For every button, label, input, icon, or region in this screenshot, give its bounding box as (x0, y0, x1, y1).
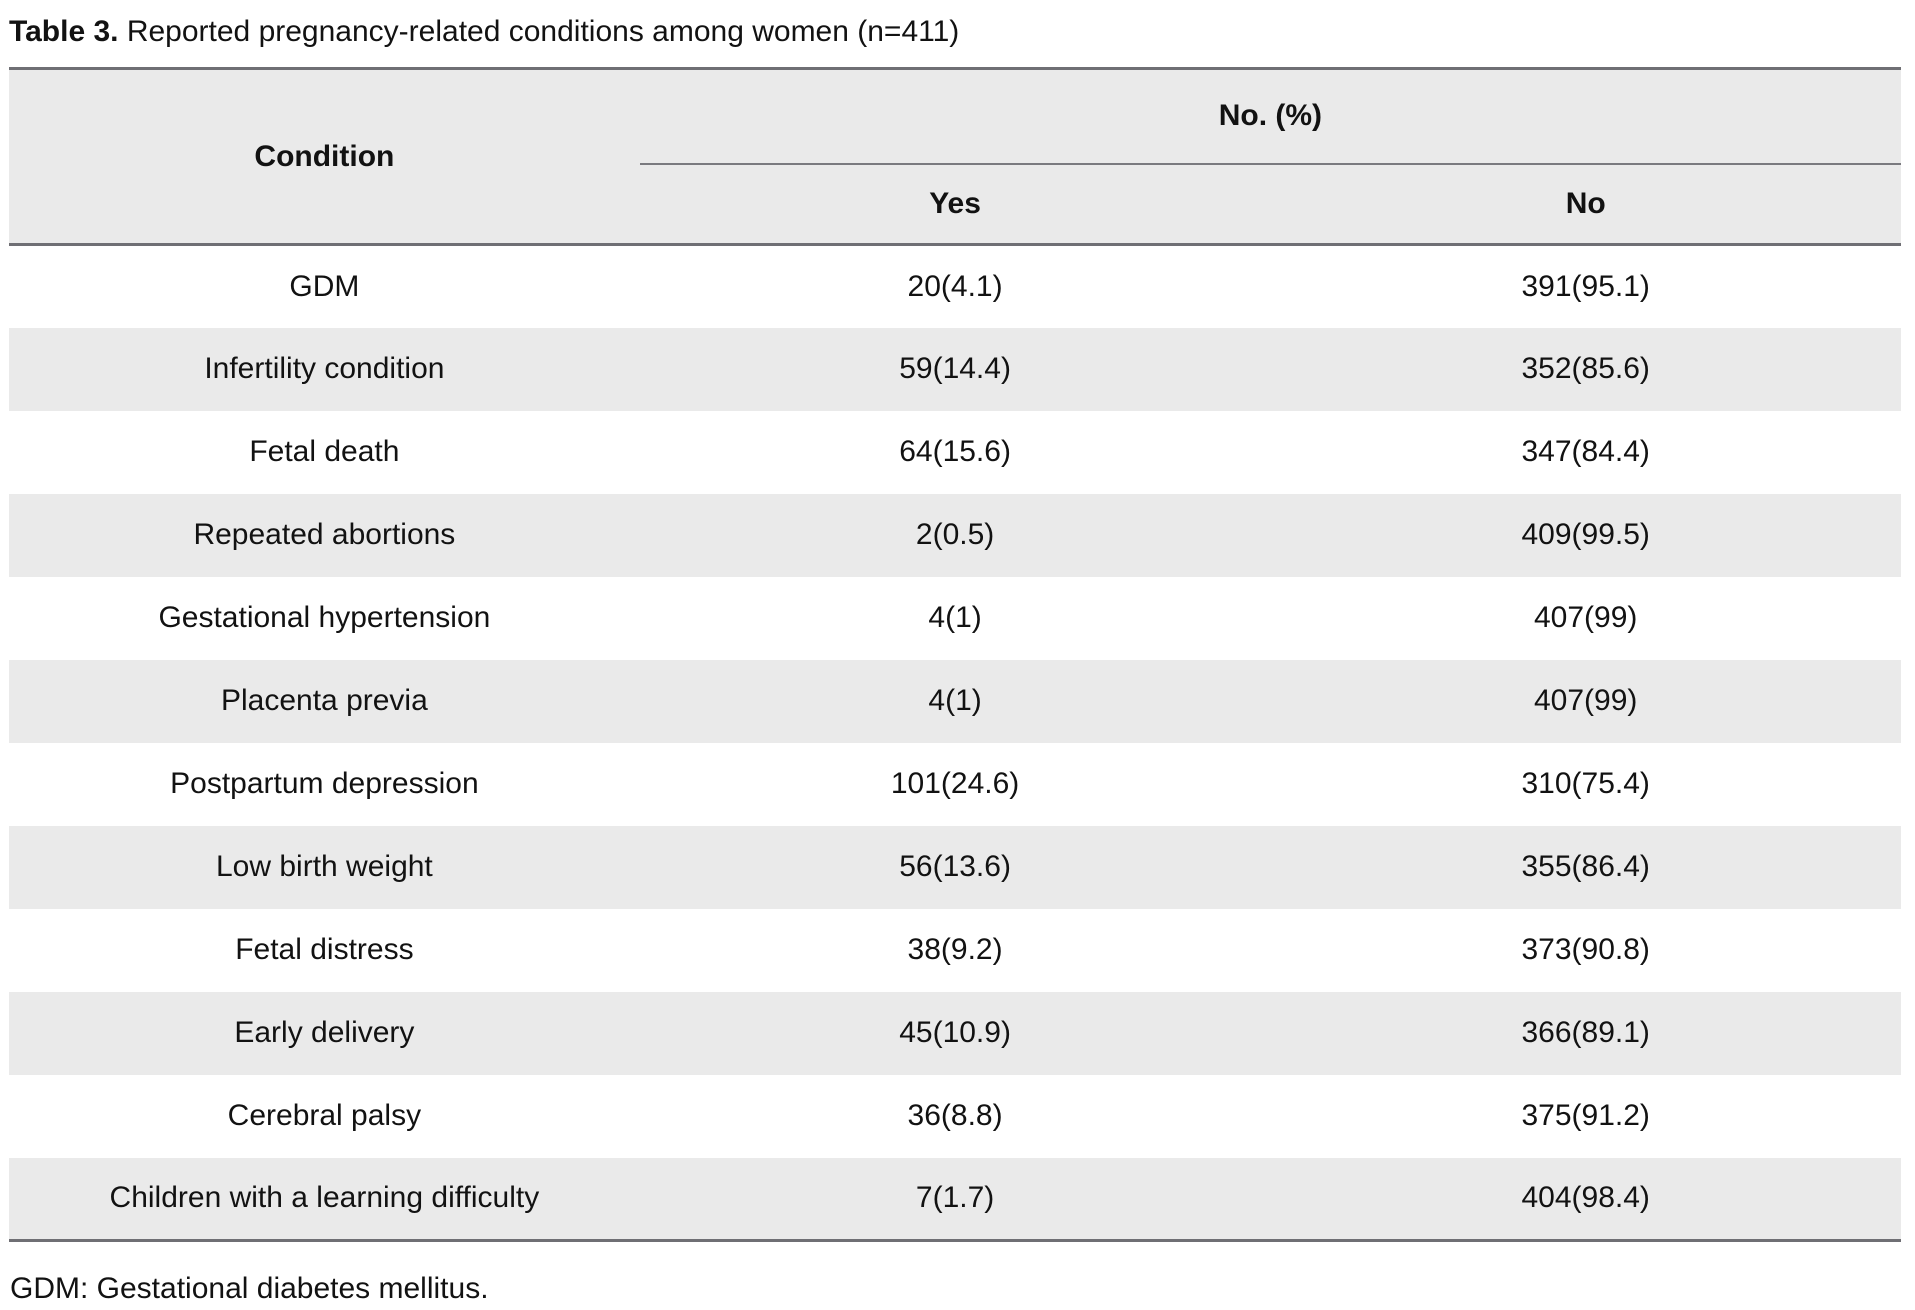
no-cell: 373(90.8) (1521, 933, 1650, 966)
no-cell: 407(99) (1533, 684, 1638, 717)
table-row: Low birth weight 56(13.6) 355(86.4) (9, 825, 1901, 909)
condition-cell: GDM (289, 269, 360, 303)
table-row: Cerebral palsy 36(8.8) 375(91.2) (9, 1075, 1901, 1158)
yes-cell: 45(10.9) (899, 1016, 1011, 1049)
no-cell: 347(84.4) (1521, 435, 1650, 468)
header-group-row: Condition No. (%) (9, 68, 1901, 246)
table-row: GDM 20(4.1) 391(95.1) (9, 245, 1901, 328)
header-condition: Condition (9, 68, 640, 246)
table-row: Infertility condition 59(14.4) 352(85.6) (9, 327, 1901, 411)
yes-cell: 20(4.1) (907, 269, 1003, 303)
header-yes: Yes (639, 163, 1271, 246)
condition-cell: Early delivery (234, 1016, 415, 1049)
yes-cell: 64(15.6) (899, 435, 1011, 468)
condition-cell: Cerebral palsy (227, 1099, 422, 1132)
conditions-table: Condition No. (%) Yes No GDM 20(4.1) 391… (9, 67, 1901, 1242)
table-row: Gestational hypertension 4(1) 407(99) (9, 577, 1901, 660)
no-cell: 404(98.4) (1270, 1157, 1901, 1242)
condition-cell: Postpartum depression (170, 767, 479, 800)
no-cell: 352(85.6) (1521, 352, 1650, 385)
yes-cell: 36(8.8) (907, 1099, 1003, 1132)
table-row: Early delivery 45(10.9) 366(89.1) (9, 991, 1901, 1075)
no-cell: 355(86.4) (1521, 850, 1650, 883)
yes-cell: 56(13.6) (899, 850, 1011, 883)
yes-cell: 59(14.4) (899, 352, 1011, 385)
condition-cell: Children with a learning difficulty (9, 1157, 640, 1242)
table-row: Fetal death 64(15.6) 347(84.4) (9, 411, 1901, 494)
no-cell: 366(89.1) (1521, 1016, 1650, 1049)
table-row: Placenta previa 4(1) 407(99) (9, 659, 1901, 743)
yes-cell: 2(0.5) (915, 518, 995, 551)
table-row: Repeated abortions 2(0.5) 409(99.5) (9, 493, 1901, 577)
no-cell: 375(91.2) (1521, 1099, 1650, 1132)
table-header: Condition No. (%) Yes No (9, 68, 1901, 246)
table-footnote: GDM: Gestational diabetes mellitus. (10, 1272, 489, 1305)
table-caption-label: Table 3. (9, 15, 119, 48)
yes-cell: 4(1) (928, 601, 982, 634)
no-cell: 310(75.4) (1521, 767, 1650, 800)
table-caption: Table 3. Reported pregnancy-related cond… (9, 14, 1905, 50)
table-row: Postpartum depression 101(24.6) 310(75.4… (9, 743, 1901, 826)
condition-cell: Fetal distress (235, 933, 414, 966)
condition-cell: Gestational hypertension (158, 601, 491, 634)
table-caption-text: Reported pregnancy-related conditions am… (126, 15, 960, 48)
table-row: Fetal distress 38(9.2) 373(90.8) (9, 909, 1901, 992)
header-sub-row: Yes No (9, 163, 1901, 246)
yes-cell: 38(9.2) (907, 933, 1003, 966)
header-no: No (1270, 163, 1901, 246)
condition-cell: Infertility condition (204, 352, 445, 385)
condition-cell: Low birth weight (215, 850, 433, 883)
no-cell: 391(95.1) (1521, 269, 1650, 303)
condition-cell: Repeated abortions (193, 518, 456, 551)
no-cell: 409(99.5) (1521, 518, 1650, 551)
no-cell: 407(99) (1533, 601, 1638, 634)
condition-cell: Placenta previa (220, 684, 428, 717)
yes-cell: 101(24.6) (890, 767, 1020, 800)
table-body: GDM 20(4.1) 391(95.1) Infertility condit… (9, 245, 1901, 1242)
condition-cell: Fetal death (249, 435, 400, 468)
yes-cell: 4(1) (928, 684, 982, 717)
yes-cell: 7(1.7) (639, 1157, 1271, 1242)
table-row: Children with a learning difficulty 7(1.… (9, 1157, 1901, 1242)
header-no-percent: No. (%) (639, 68, 1901, 165)
